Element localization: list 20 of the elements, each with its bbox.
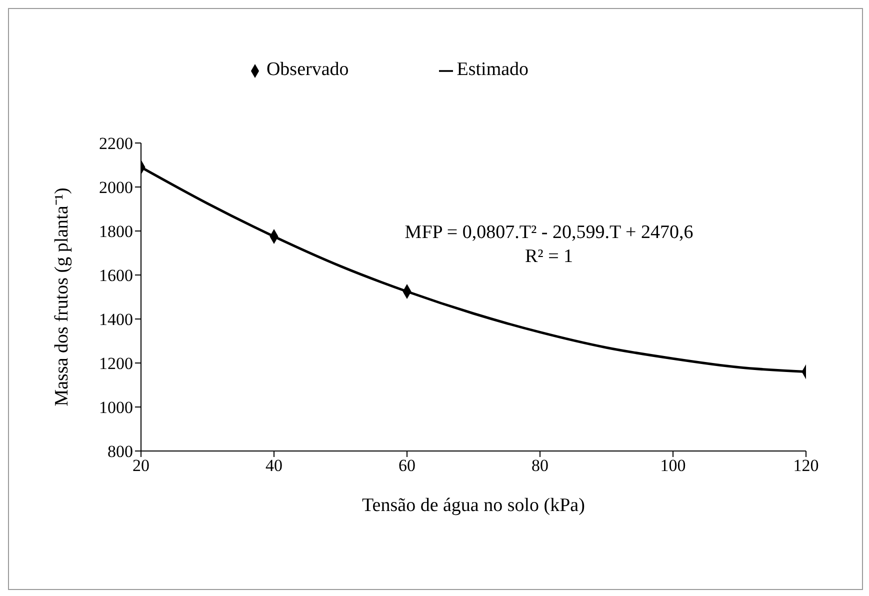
annotation: R² = 1 xyxy=(524,245,574,269)
y-tick-label: 1600 xyxy=(99,266,133,286)
x-tick-label: 20 xyxy=(132,456,150,476)
x-axis-title: Tensão de água no solo (kPa) xyxy=(362,495,585,516)
legend-label: Estimado xyxy=(456,59,529,80)
y-tick-label: 1800 xyxy=(99,222,133,242)
legend-label: Observado xyxy=(266,59,349,80)
annotation: MFP = 0,0807.T² - 20,599.T + 2470,6 xyxy=(404,221,694,245)
x-tick-label: 120 xyxy=(793,456,819,476)
y-tick-label: 1200 xyxy=(99,354,133,374)
y-tick-label: 1400 xyxy=(99,310,133,330)
y-tick-label: 1000 xyxy=(99,398,133,418)
y-tick-label: 800 xyxy=(108,442,133,462)
x-tick-label: 100 xyxy=(660,456,686,476)
y-tick-label: 2000 xyxy=(99,178,133,198)
x-tick-label: 80 xyxy=(532,456,548,476)
y-tick-label: 2200 xyxy=(99,134,133,154)
y-axis-title: Massa dos frutos (g planta⁻¹) xyxy=(52,188,73,406)
x-tick-label: 60 xyxy=(398,456,416,476)
x-tick-label: 40 xyxy=(266,456,282,476)
